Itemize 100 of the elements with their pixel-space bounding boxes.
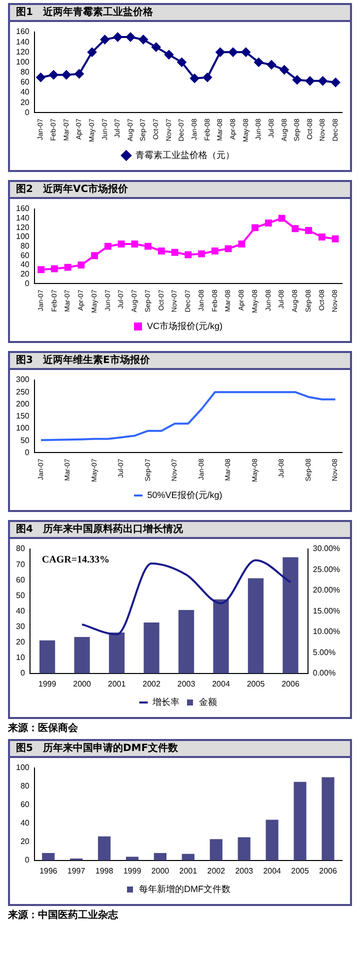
point (252, 224, 259, 232)
y-tick-label: 40 (20, 88, 30, 97)
point (158, 248, 165, 254)
bar (322, 777, 334, 860)
bar (210, 839, 222, 860)
point (305, 226, 312, 234)
y-tick-label: 50 (20, 436, 30, 445)
y-tick-label: 120 (16, 47, 30, 56)
point (91, 252, 98, 260)
bar (144, 622, 160, 674)
point (164, 50, 174, 60)
y-tick-label: 100 (16, 763, 30, 772)
bar (98, 836, 111, 860)
y-tick-label: 40 (20, 260, 30, 270)
y-tick-label: 80 (20, 68, 30, 77)
y2-tick-label: 25.00% (312, 564, 340, 574)
annotation: CAGR=14.33% (42, 554, 110, 566)
bar (182, 854, 194, 860)
point (113, 32, 122, 42)
legend-label: 青霉素工业盐价格（元） (135, 150, 234, 160)
point (64, 264, 72, 271)
y-tick-label: 0 (20, 668, 26, 678)
x-tick-label: 2004 (263, 866, 282, 876)
x-tick-label: 1999 (123, 866, 142, 876)
y-tick-label: 300 (16, 375, 30, 384)
point (171, 248, 178, 256)
y-tick-label: 60 (20, 78, 30, 87)
point (292, 75, 302, 84)
point (190, 74, 200, 83)
x-tick-label: 1997 (67, 866, 86, 876)
bar (213, 599, 229, 674)
bar (39, 640, 56, 674)
point (62, 70, 71, 80)
x-tick-label: 2003 (177, 679, 196, 688)
bar (42, 853, 55, 860)
x-tick-label: 2001 (179, 866, 198, 876)
legend-label: 金额 (199, 696, 217, 707)
y-tick-label: 100 (16, 424, 30, 433)
source-note: 来源：医保商会 (8, 721, 79, 736)
bar (108, 632, 125, 674)
y2-tick-label: 20.00% (312, 586, 340, 595)
point (241, 48, 250, 57)
bar (74, 637, 90, 674)
point (238, 240, 246, 248)
x-tick-label: 2000 (151, 866, 170, 876)
point (138, 35, 148, 44)
chart-title: 图2 近两年VC市场报价 (10, 182, 350, 199)
bar (248, 578, 264, 674)
legend-label: 每年新增的DMF文件数 (139, 884, 231, 894)
y-tick-label: 70 (16, 560, 26, 569)
source-note: 来源：中国医药工业杂志 (8, 908, 120, 923)
y2-tick-label: 10.00% (312, 627, 340, 636)
x-tick-label: 1998 (95, 866, 114, 876)
point (305, 76, 314, 86)
y-tick-label: 40 (16, 606, 26, 616)
point (126, 32, 135, 42)
chart-title: 图3 近两年维生素E市场报价 (10, 353, 350, 370)
point (49, 70, 58, 80)
point (184, 251, 192, 258)
x-tick-label: 2001 (108, 679, 126, 688)
x-tick-label: 2005 (291, 866, 310, 876)
point (331, 78, 340, 87)
point (144, 242, 152, 250)
point (36, 72, 46, 82)
point (266, 60, 276, 70)
x-tick-label: 2004 (212, 679, 230, 688)
bar (126, 856, 139, 860)
y-tick-label: 0 (24, 448, 30, 457)
x-tick-label: 1996 (39, 866, 58, 876)
point (278, 214, 286, 222)
y-tick-label: 60 (20, 250, 30, 260)
point (318, 234, 326, 240)
y-tick-label: 150 (16, 412, 30, 421)
y-tick-label: 140 (16, 37, 30, 46)
x-tick-label: 2006 (282, 679, 300, 688)
bar (238, 837, 250, 860)
y-tick-label: 20 (20, 270, 30, 279)
y-tick-label: 40 (20, 818, 30, 828)
y-tick-label: 10 (16, 653, 26, 662)
point (198, 250, 206, 258)
y-tick-label: 0 (24, 278, 30, 288)
point (74, 69, 84, 78)
y-tick-label: 160 (16, 204, 30, 214)
legend-label: 50%VE报价(元/kg) (147, 490, 222, 500)
y-tick-label: 200 (16, 399, 30, 408)
point (211, 248, 218, 254)
y-tick-label: 100 (16, 57, 30, 66)
point (332, 235, 339, 242)
bar (266, 820, 278, 860)
y-tick-label: 60 (20, 800, 30, 810)
y-tick-label: 80 (20, 242, 30, 251)
point (228, 48, 238, 57)
x-tick-label: 2005 (246, 679, 266, 688)
x-tick-label: 2006 (319, 866, 338, 876)
legend-label: VC市场报价(元/kg) (147, 320, 223, 331)
point (118, 240, 125, 248)
y-tick-label: 30 (16, 622, 26, 631)
bar (154, 853, 166, 860)
point (280, 65, 289, 74)
y2-tick-label: 5.00% (312, 648, 336, 657)
